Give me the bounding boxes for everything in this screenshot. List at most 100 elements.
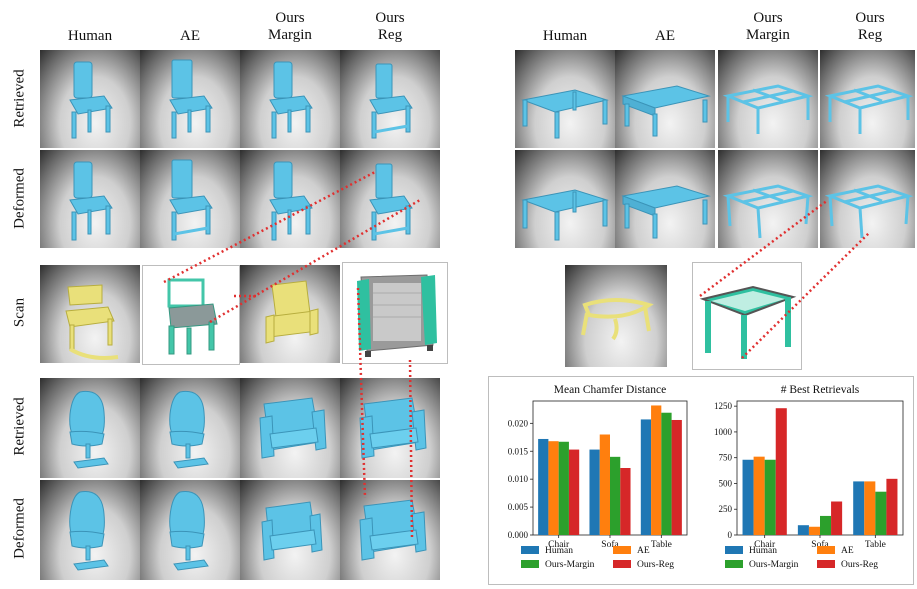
- chart-1-bar-sofa-3: [831, 501, 843, 535]
- chair-retrieved-human: [40, 50, 140, 148]
- results-charts: Mean Chamfer Distance 0.000 0.005 0.010 0.01…: [508, 384, 904, 570]
- table-deformed-reg: [820, 150, 915, 248]
- chair-icon: [269, 161, 313, 241]
- left-col-human: Human: [40, 28, 140, 45]
- armchair-deformed-human: [40, 480, 140, 580]
- chair-icon: [369, 63, 413, 139]
- right-col-human-text: Human: [542, 28, 588, 44]
- legend-1-swatch-3: [817, 560, 835, 568]
- chart-0-xtick-label-2: Table: [651, 540, 672, 550]
- scan-table-yellow: [565, 265, 667, 367]
- chair-retrieved-ae: [140, 50, 240, 148]
- chair-mesh-icon: [167, 278, 218, 355]
- legend-0-label-1: AE: [637, 546, 650, 556]
- table-mesh-icon: [699, 285, 797, 359]
- table-icon: [521, 89, 609, 139]
- chart-1-ytick-label-1: 250: [719, 504, 733, 514]
- chart-1-bar-chair-2: [764, 459, 776, 535]
- chart-1-bar-sofa-2: [820, 515, 832, 535]
- chart-0-bar-table-0: [640, 419, 652, 535]
- chair-retrieved-margin: [240, 50, 340, 148]
- scan-armchair-mesh-reg: [342, 262, 448, 364]
- chart-1-bar-chair-3: [775, 408, 787, 535]
- chart-0-ytick-label-0: 0.000: [508, 530, 529, 540]
- table-deformed-ae: [615, 150, 715, 248]
- chart-0-ytick-label-2: 0.010: [508, 474, 529, 484]
- row-label-retrieved-1: Retrieved: [11, 69, 28, 128]
- right-col-ae-text: AE: [655, 28, 675, 44]
- chart-0-bar-table-3: [671, 419, 682, 535]
- chart-1-bar-chair-0: [742, 459, 754, 535]
- chart-1-bar-chair-1: [753, 456, 765, 535]
- left-col-reg-line2: Reg: [377, 27, 403, 43]
- chair-scan-icon: [65, 284, 119, 360]
- chair-icon: [269, 61, 313, 139]
- right-col-margin-line2: Margin: [746, 27, 790, 43]
- chart-0-bar-table-2: [661, 412, 672, 535]
- left-col-ae-text: AE: [180, 28, 200, 44]
- left-col-ae: AE: [140, 28, 240, 45]
- table-deformed-human: [515, 150, 615, 248]
- chart-0-bar-sofa-2: [610, 456, 621, 535]
- armchair-scan-icon: [265, 280, 319, 344]
- armchair-retrieved-human: [40, 378, 140, 478]
- chart-1-bar-table-2: [875, 491, 887, 535]
- right-col-ae: AE: [615, 28, 715, 45]
- right-col-margin: Ours Margin: [718, 10, 818, 44]
- legend-1-label-1: AE: [841, 546, 854, 556]
- egg-chair-icon: [169, 490, 209, 571]
- armchair-deformed-ae: [140, 480, 240, 580]
- results-chart-panel: Mean Chamfer Distance 0.000 0.005 0.010 0.01…: [488, 376, 914, 585]
- left-col-margin: Ours Margin: [240, 10, 340, 44]
- right-col-reg: Ours Reg: [820, 10, 917, 44]
- right-col-margin-line1: Ours: [753, 10, 783, 26]
- chair-deformed-reg: [340, 150, 440, 248]
- chart-1-ytick-label-0: 0: [728, 530, 733, 540]
- chart-1-xtick-label-0: Chair: [754, 540, 776, 550]
- row-label-scan: Scan: [11, 297, 28, 328]
- left-col-margin-line1: Ours: [275, 10, 305, 26]
- chart-1-bar-table-3: [886, 478, 898, 535]
- chart-1-bar-table-1: [864, 481, 876, 535]
- chart-1-ytick-label-3: 750: [719, 453, 733, 463]
- scan-chair-mesh-ae: [142, 265, 240, 365]
- chair-icon: [169, 59, 213, 139]
- row-label-retrieved-2: Retrieved: [11, 397, 28, 456]
- egg-chair-icon: [69, 490, 109, 571]
- armchair-retrieved-ae: [140, 378, 240, 478]
- right-col-reg-line1: Ours: [855, 10, 885, 26]
- table-retrieved-reg: [820, 50, 915, 148]
- chart-0-title: Mean Chamfer Distance: [554, 384, 666, 396]
- chair-icon: [69, 161, 113, 241]
- scan-chair-margin: [240, 265, 340, 363]
- table-retrieved-margin: [718, 50, 818, 148]
- sofa-chair-icon: [261, 501, 323, 561]
- chair-deformed-ae: [140, 150, 240, 248]
- chart-0-ytick-label-1: 0.005: [508, 502, 529, 512]
- scan-chair-yellow: [40, 265, 140, 363]
- legend-0-label-0: Human: [545, 546, 573, 556]
- table-icon: [621, 85, 711, 137]
- chart-0-bar-chair-3: [568, 449, 580, 535]
- chart-1-bar-table-0: [853, 481, 865, 535]
- armchair-deformed-margin: [240, 480, 340, 580]
- legend-1-label-0: Human: [749, 546, 777, 556]
- row-label-deformed-1: Deformed: [11, 168, 28, 229]
- legend-1-label-2: Ours-Margin: [749, 560, 799, 570]
- chart-0-ytick-label-3: 0.015: [508, 446, 529, 456]
- chart-1-ytick-label-4: 1000: [714, 427, 733, 437]
- left-col-margin-line2: Margin: [268, 27, 312, 43]
- table-frame-icon: [824, 84, 914, 134]
- legend-1-label-3: Ours-Reg: [841, 560, 878, 570]
- chart-0-ytick-label-4: 0.020: [508, 418, 529, 428]
- chart-0-xtick-label-0: Chair: [548, 540, 570, 550]
- chart-1-ytick-label-5: 1250: [714, 401, 733, 411]
- legend-0-label-2: Ours-Margin: [545, 560, 595, 570]
- chair-retrieved-reg: [340, 50, 440, 148]
- sofa-chair-icon: [259, 397, 327, 459]
- table-frame-icon: [824, 184, 914, 239]
- chair-icon: [169, 159, 213, 241]
- right-col-human: Human: [515, 28, 615, 45]
- legend-0-swatch-1: [613, 546, 631, 554]
- armchair-mesh-icon: [357, 274, 437, 357]
